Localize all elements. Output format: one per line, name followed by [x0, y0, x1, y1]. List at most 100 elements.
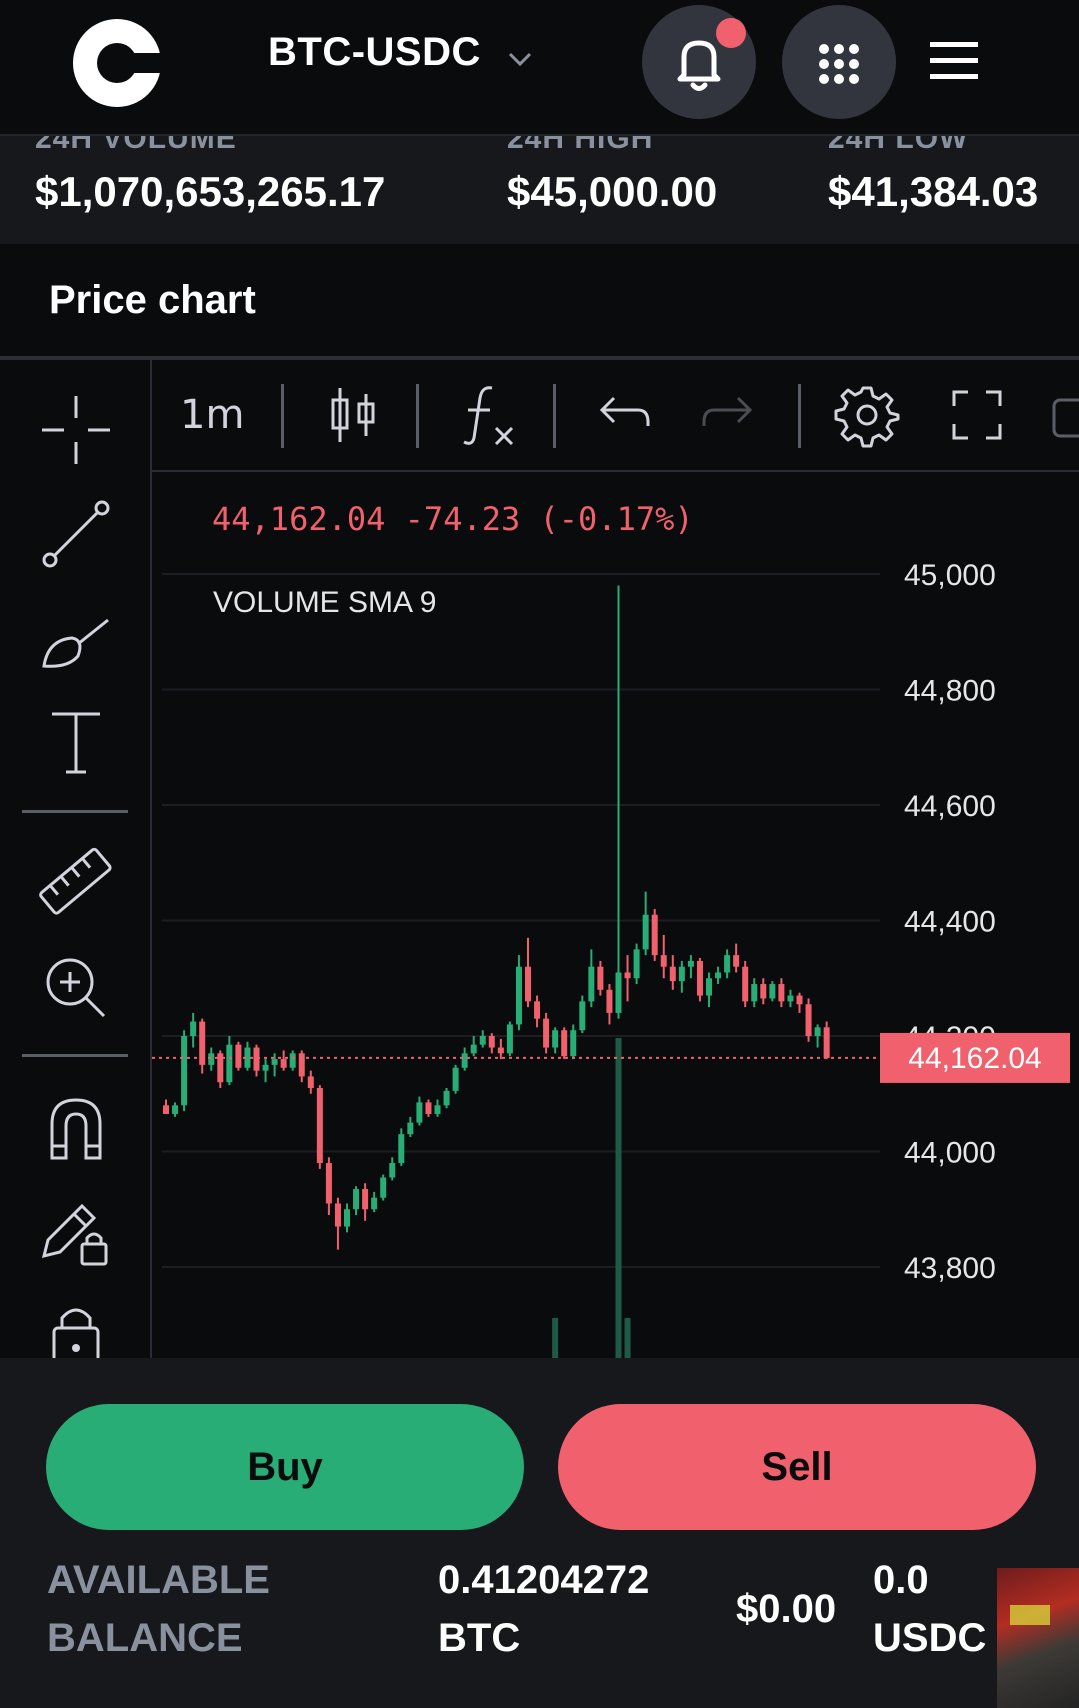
lock-drawings-icon[interactable] — [38, 1194, 114, 1270]
candle-body — [642, 914, 649, 950]
trend-line-icon[interactable] — [38, 496, 114, 572]
candle-body — [316, 1087, 323, 1164]
brush-icon[interactable] — [38, 600, 114, 676]
candle-body — [353, 1189, 360, 1210]
indicators-fx-icon[interactable] — [452, 380, 522, 450]
y-tick-label: 44,800 — [904, 675, 996, 708]
sell-button[interactable]: Sell — [558, 1404, 1036, 1530]
candle-body — [506, 1024, 513, 1054]
ohlc-readout: 44,162.04 -74.23 (-0.17%) — [212, 500, 694, 538]
candle-body — [597, 966, 604, 990]
candle-body — [823, 1027, 830, 1058]
candle-body — [208, 1053, 215, 1065]
candle-body — [814, 1027, 821, 1036]
stat-value-low: $41,384.03 — [828, 168, 1039, 215]
candle-body — [434, 1105, 441, 1114]
tool-divider — [22, 1054, 128, 1057]
volume-bar — [624, 1318, 631, 1358]
apps-button[interactable] — [782, 5, 896, 119]
candle-body — [543, 1018, 550, 1048]
y-tick-label: 44,600 — [904, 790, 996, 823]
top-header — [0, 0, 1079, 136]
candle-body — [534, 1001, 541, 1019]
redo-icon[interactable] — [696, 380, 766, 450]
candle-body — [181, 1036, 188, 1106]
candle-body — [552, 1030, 559, 1048]
volume-bars — [552, 1038, 631, 1358]
market-stats-bar: 24H VOLUME $1,070,653,265.17 24H HIGH $4… — [0, 136, 1079, 244]
candle-body — [452, 1067, 459, 1091]
candle-body — [669, 966, 676, 982]
candle-body — [262, 1064, 269, 1071]
candle-body — [696, 960, 703, 996]
candle-body — [298, 1053, 305, 1077]
candle-body — [280, 1059, 287, 1068]
volume-bar — [552, 1318, 559, 1358]
zoom-in-icon[interactable] — [38, 950, 114, 1026]
candle-body — [217, 1053, 224, 1083]
candle-body — [778, 984, 785, 1002]
candle-body — [588, 966, 595, 1002]
candle-body — [606, 989, 613, 1013]
usdc-balance-amount: 0.0 — [873, 1558, 929, 1602]
toolbar-divider — [553, 384, 556, 448]
candle-body — [724, 955, 731, 973]
candle-body — [289, 1053, 296, 1068]
ruler-icon[interactable] — [38, 844, 114, 920]
hamburger-menu-icon[interactable] — [930, 38, 978, 84]
magnet-icon[interactable] — [38, 1088, 114, 1164]
undo-icon[interactable] — [586, 380, 656, 450]
candle-body — [443, 1090, 450, 1106]
coinbase-logo[interactable] — [70, 16, 164, 110]
chart-grid — [162, 573, 880, 1268]
candle-body — [760, 984, 767, 999]
fullscreen-icon[interactable] — [942, 380, 1012, 450]
video-thumbnail[interactable] — [997, 1568, 1079, 1708]
available-balance-label-line2: BALANCE — [47, 1616, 243, 1660]
text-tool-icon[interactable] — [38, 704, 114, 780]
usdc-balance-unit: USDC — [873, 1616, 987, 1660]
btc-balance-unit: BTC — [438, 1616, 521, 1660]
candle-body — [579, 1001, 586, 1031]
candle-body — [425, 1102, 432, 1114]
chart-section-title: Price chart — [49, 278, 256, 322]
candle-body — [715, 972, 722, 979]
candle-body — [561, 1030, 568, 1057]
candle-body — [570, 1030, 577, 1057]
candle-body — [733, 955, 740, 967]
last-price-tag-bg — [880, 1032, 1070, 1083]
candle-body — [307, 1076, 314, 1088]
crosshair-icon[interactable] — [38, 392, 114, 468]
tool-divider — [22, 810, 128, 813]
candle-body — [334, 1203, 341, 1227]
candle-body — [226, 1044, 233, 1083]
toolbar-divider — [281, 384, 284, 448]
toolbar-divider — [798, 384, 801, 448]
camera-icon[interactable] — [1040, 380, 1079, 450]
price-chart[interactable]: 45,00044,80044,60044,40044,20044,00043,8… — [152, 472, 1079, 1358]
thumbnail-detail — [1010, 1605, 1050, 1625]
candle-body — [706, 978, 712, 996]
candle-body — [163, 1105, 169, 1114]
candle-body — [787, 995, 794, 1002]
candle-body — [796, 995, 803, 1005]
candle-body — [651, 914, 658, 956]
buy-button[interactable]: Buy — [46, 1404, 524, 1530]
candle-body — [271, 1059, 278, 1065]
candle-body — [624, 972, 631, 979]
trading-pair-selector[interactable]: BTC-USDC — [268, 30, 481, 74]
chevron-down-icon[interactable] — [505, 44, 535, 74]
candle-body — [344, 1209, 350, 1227]
candle-body — [751, 984, 758, 1002]
interval-selector[interactable]: 1m — [180, 392, 245, 438]
stat-value-volume: $1,070,653,265.17 — [35, 168, 386, 215]
toolbar-divider — [416, 384, 419, 448]
settings-gear-icon[interactable] — [832, 380, 902, 450]
candlestick-type-icon[interactable] — [318, 380, 388, 450]
candle-body — [371, 1197, 378, 1210]
candle-body — [687, 960, 694, 967]
volume-indicator-label: VOLUME SMA 9 — [213, 586, 437, 619]
candle-body — [244, 1047, 251, 1068]
candle-body — [660, 955, 667, 967]
bell-icon — [677, 40, 721, 91]
